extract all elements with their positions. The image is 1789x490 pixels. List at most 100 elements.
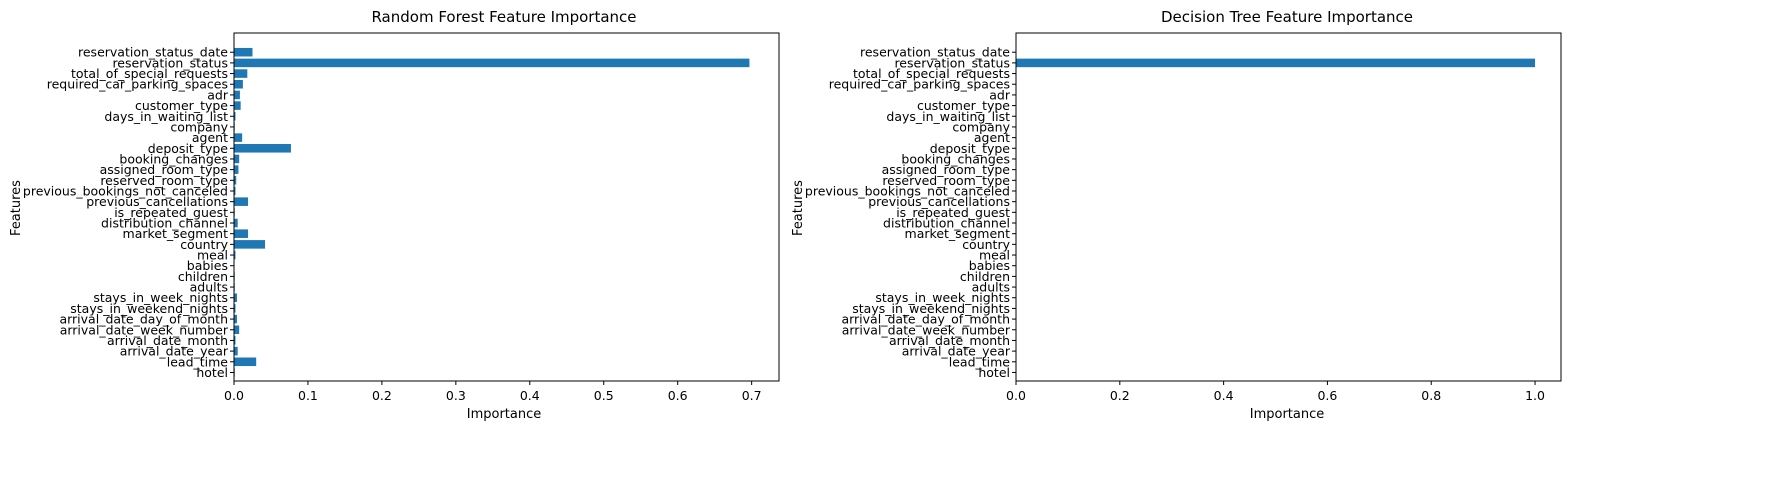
bar — [234, 229, 249, 238]
y-tick-label: agent — [192, 130, 228, 145]
bar — [234, 47, 253, 57]
bar — [234, 357, 257, 367]
bar — [234, 176, 237, 185]
y-tick-label: deposit_type — [148, 141, 229, 156]
chart-decision-tree: Decision Tree Feature Importance Importa… — [791, 8, 1562, 422]
x-tick-label: 0.6 — [668, 388, 688, 403]
bar — [234, 197, 249, 206]
y-tick-label: previous_bookings_not_canceled — [23, 183, 228, 198]
y-tick-label: stays_in_week_nights — [93, 290, 228, 305]
y-tick-label: reserved_room_type — [882, 173, 1010, 188]
chart-title: Decision Tree Feature Importance — [1161, 8, 1413, 26]
x-tick-label: 0.0 — [224, 388, 244, 403]
y-tick-label: deposit_type — [930, 141, 1011, 156]
y-tick-label: reservation_status — [894, 55, 1010, 70]
y-tick-label: arrival_date_week_number — [60, 322, 229, 337]
bar — [234, 325, 240, 335]
y-tick-label: lead_time — [949, 354, 1011, 369]
y-tick-label: booking_changes — [119, 151, 228, 166]
bar — [234, 186, 236, 196]
y-tick-label: arrival_date_day_of_month — [841, 312, 1010, 327]
y-tick-label: assigned_room_type — [100, 162, 229, 177]
x-tick-label: 0.0 — [1006, 388, 1026, 403]
x-tick-label: 0.2 — [372, 388, 392, 403]
y-tick-label: arrival_date_day_of_month — [59, 312, 228, 327]
y-tick-label: arrival_date_week_number — [842, 322, 1011, 337]
y-tick-label: reservation_status_date — [860, 45, 1010, 60]
y-tick-label: reservation_status — [112, 55, 228, 70]
x-axis-label: Importance — [1250, 407, 1325, 422]
y-tick-label: previous_cancellations — [868, 194, 1010, 209]
bar — [234, 111, 236, 121]
y-tick-label: arrival_date_year — [120, 344, 229, 359]
x-tick-label: 0.2 — [1110, 388, 1130, 403]
y-tick-label: arrival_date_year — [902, 344, 1011, 359]
y-tick-label: meal — [979, 248, 1010, 263]
y-tick-label: company — [170, 119, 228, 134]
bar — [234, 133, 243, 142]
y-tick-label: total_of_special_requests — [71, 66, 228, 81]
chart-random-forest: Random Forest Feature Importance Importa… — [9, 8, 780, 422]
y-tick-label: adults — [190, 280, 228, 295]
bar — [234, 314, 237, 324]
y-tick-label: reservation_status_date — [78, 45, 228, 60]
y-tick-label: previous_cancellations — [86, 194, 228, 209]
bar — [234, 304, 236, 313]
bar — [234, 336, 236, 345]
x-tick-label: 0.5 — [594, 388, 614, 403]
y-tick-label: adr — [207, 87, 229, 102]
y-tick-label: stays_in_week_nights — [875, 290, 1010, 305]
y-tick-label: customer_type — [917, 98, 1010, 113]
y-tick-label: country — [962, 237, 1010, 252]
y-tick-label: customer_type — [135, 98, 228, 113]
y-tick-label: required_car_parking_spaces — [829, 77, 1010, 92]
y-tick-label: lead_time — [167, 354, 229, 369]
bar — [234, 90, 240, 100]
y-tick-label: market_segment — [123, 226, 229, 241]
y-tick-label: country — [180, 237, 228, 252]
y-tick-label: assigned_room_type — [882, 162, 1011, 177]
bar — [234, 101, 241, 110]
x-tick-label: 0.6 — [1317, 388, 1337, 403]
x-tick-label: 0.8 — [1421, 388, 1441, 403]
bar — [234, 144, 291, 153]
y-axis-label: Features — [791, 180, 806, 236]
x-tick-label: 0.7 — [742, 388, 762, 403]
y-tick-label: days_in_waiting_list — [886, 109, 1010, 124]
bar — [234, 79, 243, 89]
y-tick-label: arrival_date_month — [107, 333, 228, 348]
bar — [234, 154, 240, 164]
y-tick-label: booking_changes — [901, 151, 1010, 166]
x-tick-label: 0.4 — [1214, 388, 1234, 403]
bar — [234, 240, 266, 249]
bar — [234, 58, 750, 68]
y-tick-label: meal — [197, 248, 228, 263]
y-tick-label: total_of_special_requests — [853, 66, 1010, 81]
plot-frame — [1015, 32, 1562, 382]
y-tick-label: hotel — [978, 365, 1010, 380]
y-tick-label: stays_in_weekend_nights — [70, 301, 228, 316]
x-tick-label: 0.1 — [298, 388, 318, 403]
y-tick-label: is_repeated_guest — [896, 205, 1010, 220]
y-axis-label: Features — [9, 180, 24, 236]
bar — [234, 293, 237, 303]
y-tick-label: children — [960, 269, 1010, 284]
y-tick-label: is_repeated_guest — [114, 205, 228, 220]
y-tick-label: required_car_parking_spaces — [47, 77, 228, 92]
y-tick-label: adr — [989, 87, 1011, 102]
bar — [234, 165, 239, 174]
plot-frame — [233, 32, 780, 382]
bar — [234, 346, 238, 356]
bar — [1016, 58, 1536, 68]
y-tick-label: previous_bookings_not_canceled — [805, 183, 1010, 198]
y-tick-label: children — [178, 269, 228, 284]
bar — [234, 250, 236, 260]
y-tick-label: reserved_room_type — [100, 173, 228, 188]
y-tick-label: company — [952, 119, 1010, 134]
y-tick-label: hotel — [196, 365, 228, 380]
y-tick-label: arrival_date_month — [889, 333, 1010, 348]
x-tick-label: 0.3 — [446, 388, 466, 403]
x-axis-label: Importance — [467, 407, 542, 422]
x-tick-label: 0.4 — [520, 388, 540, 403]
